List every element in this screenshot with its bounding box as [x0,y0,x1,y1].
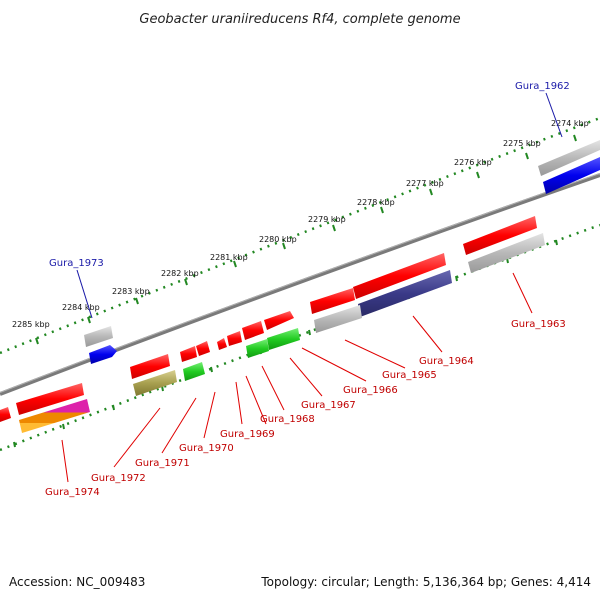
tick-mark [455,275,458,282]
gene-gura-1967[interactable] [242,321,264,340]
leader-gura-1971 [203,391,216,439]
label-leaders [61,92,563,483]
gene-gura-1964[interactable] [353,253,446,299]
label-gura-1973[interactable]: Gura_1973 [49,258,104,269]
map-title: Geobacter uraniireducens Rf4, complete g… [139,12,460,27]
tick-mark [282,242,286,250]
gene-gura-1971[interactable] [180,346,197,362]
label-gura-1963[interactable]: Gura_1963 [511,319,566,330]
gene-gura-1971-cog[interactable] [183,362,205,381]
tick-mark [380,206,384,214]
gene-gura-1966[interactable] [264,311,294,330]
tick-mark [233,260,237,268]
label-gura-1969[interactable]: Gura_1969 [220,429,275,440]
label-gura-1966[interactable]: Gura_1966 [343,385,398,396]
tick-label: 2278 kbp [357,198,395,207]
tick-label: 2276 kbp [454,158,492,167]
leader-gura-1966 [301,347,367,382]
gene-gura-1963-cog[interactable] [468,233,545,273]
gene-gura-1966-cog[interactable] [267,328,300,350]
tick-label: 2282 kbp [161,269,199,278]
tick-mark [476,171,480,179]
kbp-labels: 2274 kbp 2275 kbp 2276 kbp 2277 kbp 2278… [12,119,589,329]
leader-gura-1963 [512,272,533,314]
outer-dotted-ring [0,116,600,355]
gene-partial-left[interactable] [0,407,11,422]
tick-mark [555,239,558,246]
gene-gura-1968[interactable] [227,331,242,346]
tick-label: 2277 kbp [406,179,444,188]
label-gura-1971[interactable]: Gura_1971 [135,458,190,469]
tick-mark [62,423,65,430]
tick-mark [87,316,91,324]
leader-gura-1973 [76,269,93,319]
genome-backbone-highlight [0,173,600,393]
tick-mark [112,404,115,411]
gene-gura-1970[interactable] [196,341,210,356]
tick-mark [35,337,39,345]
tick-mark [573,134,577,142]
tick-label: 2275 kbp [503,139,541,148]
tick-label: 2284 kbp [62,303,100,312]
label-gura-1965[interactable]: Gura_1965 [382,370,437,381]
gene-gura-1972[interactable] [130,354,170,379]
leader-gura-1970 [235,381,243,425]
leader-gura-1968 [261,365,285,411]
forward-strand-genes [84,140,600,364]
leader-gura-1974 [113,407,161,468]
gene-gura-1962[interactable] [543,157,600,194]
gene-gura-1963[interactable] [463,216,537,255]
tick-label: 2281 kbp [210,253,248,262]
label-gura-1964[interactable]: Gura_1964 [419,356,474,367]
accession-text: Accession: NC_009483 [9,575,145,589]
tick-label: 2274 kbp [551,119,589,128]
label-gura-1962[interactable]: Gura_1962 [515,81,570,92]
tick-mark [525,152,529,160]
gene-gura-1974-cog[interactable] [19,399,90,433]
genome-backbone [0,173,600,396]
label-gura-1974[interactable]: Gura_1974 [45,487,100,498]
tick-label: 2280 kbp [259,235,297,244]
gene-gura-1965-cog[interactable] [314,305,362,333]
reverse-strand-genes [0,216,545,433]
leader-gura-1964 [412,315,443,353]
tick-label: 2283 kbp [112,287,150,296]
gene-gura-1967-cog[interactable] [246,339,269,358]
label-gura-1970[interactable]: Gura_1970 [179,443,234,454]
tick-label: 2285 kbp [12,320,50,329]
gene-gura-1969[interactable] [217,338,227,350]
gene-labels: Gura_1962 Gura_1973 Gura_1963 Gura_1964 … [45,81,570,498]
gene-gura-1973[interactable] [89,345,117,364]
tick-mark [135,297,139,305]
tick-mark [13,441,16,448]
gene-gura-1962-gray[interactable] [538,140,600,176]
label-gura-1972[interactable]: Gura_1972 [91,473,146,484]
inner-dotted-ring [0,223,600,452]
gene-gura-1974[interactable] [16,383,84,415]
gene-gura-1964-cog[interactable] [358,270,452,317]
outer-tick-ring [0,116,600,355]
leader-gura-1965 [344,339,406,369]
gene-gura-1972-cog[interactable] [133,370,177,396]
label-gura-1967[interactable]: Gura_1967 [301,400,356,411]
label-gura-1968[interactable]: Gura_1968 [260,414,315,425]
leader-gura-1972 [161,397,197,454]
leader-gura-1969 [245,375,267,425]
tick-mark [184,278,188,286]
tick-mark [210,366,213,373]
genome-summary-text: Topology: circular; Length: 5,136,364 bp… [260,575,591,589]
tick-mark [332,224,336,232]
leader-gura-1974b [61,439,69,483]
leader-gura-1967 [289,357,323,397]
gene-gura-1973-gray[interactable] [84,326,113,347]
tick-mark [308,329,311,336]
tick-mark [429,188,433,196]
leader-gura-1962 [545,92,563,138]
tick-label: 2279 kbp [308,215,346,224]
gene-gura-1965[interactable] [310,288,355,314]
